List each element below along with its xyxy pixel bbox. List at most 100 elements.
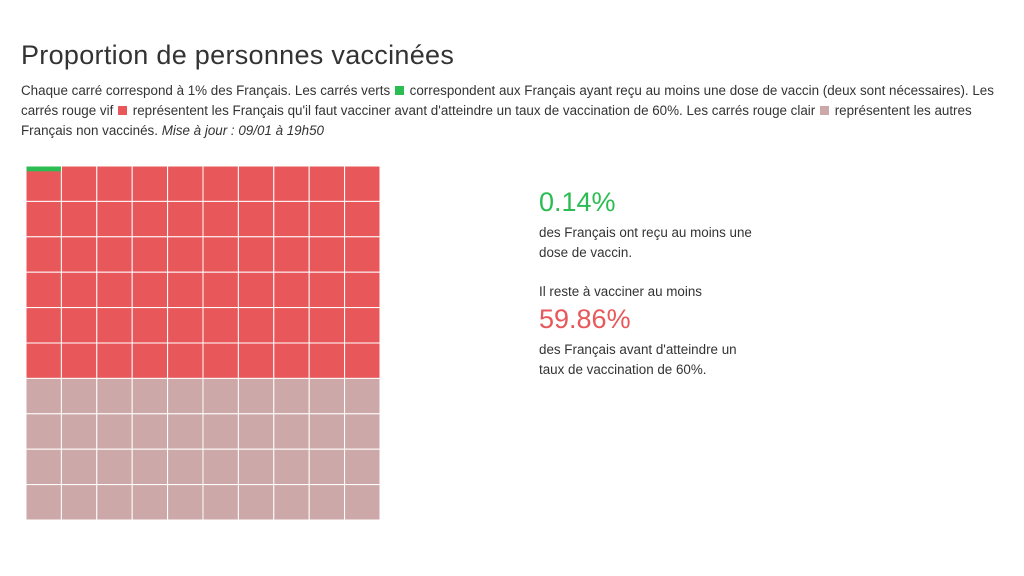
waffle-cell [308,342,346,379]
remaining-label: Il reste à vacciner au moins [539,284,702,299]
waffle-cell [344,271,380,309]
page-title: Proportion de personnes vaccinées [21,40,455,70]
waffle-cell [237,342,275,379]
waffle-cell [202,271,239,309]
waffle-cell [202,200,239,238]
waffle-cell [131,377,169,415]
waffle-cell [273,200,310,238]
waffle-cell [96,271,133,309]
waffle-cell [26,413,62,450]
waffle-cell [344,377,380,415]
waffle-cell [167,200,204,238]
description-part-4: représentent les autres Français non vac… [21,103,972,138]
vaccinated-percentage: 0.14% [539,187,616,217]
waffle-cell [308,271,346,309]
waffle-cell [202,236,239,273]
description-part-1: Chaque carré correspond à 1% des Françai… [21,83,391,98]
waffle-cell [60,200,98,238]
waffle-cell [60,236,98,273]
waffle-cell [237,200,275,238]
light-red-swatch-icon [819,106,829,115]
waffle-cell [344,413,380,450]
waffle-cell [202,307,239,344]
waffle-cell [308,413,346,450]
waffle-cell [60,307,98,344]
waffle-cell [167,413,204,450]
waffle-cell [131,307,169,344]
waffle-cell [96,377,133,415]
waffle-cell [60,413,98,450]
update-timestamp: Mise à jour : 09/01 à 19h50 [161,123,324,138]
waffle-cell [131,342,169,379]
waffle-cell [273,413,310,450]
waffle-cell [131,448,169,486]
bright-red-swatch-icon [118,106,128,115]
waffle-cell [308,484,346,520]
waffle-cell [167,377,204,415]
waffle-cell [167,448,204,486]
waffle-cell [308,236,346,273]
waffle-cell [308,307,346,344]
waffle-cell [131,271,169,309]
waffle-cell [167,271,204,309]
waffle-cell [131,413,169,450]
waffle-cell [26,484,62,520]
waffle-cell [167,342,204,379]
waffle-cell [60,484,98,520]
waffle-cell [344,307,380,344]
waffle-cell [237,448,275,486]
waffle-cell [60,377,98,415]
waffle-cell [237,271,275,309]
waffle-cell [167,236,204,273]
waffle-cell [308,448,346,486]
waffle-cell [96,236,133,273]
waffle-cell [26,377,62,415]
description-part-2: correspondent aux Français ayant reçu au… [21,83,994,118]
waffle-cell [96,484,133,520]
waffle-cell [167,484,204,520]
waffle-cell [26,271,62,309]
waffle-cell [202,484,239,520]
waffle-cell [26,342,62,379]
waffle-cell [26,307,62,344]
waffle-cell [202,413,239,450]
waffle-cell [131,236,169,273]
waffle-cell [96,307,133,344]
waffle-cell [202,166,239,202]
waffle-cell [273,166,310,202]
waffle-cell [344,166,380,202]
waffle-cell [308,377,346,415]
waffle-cell [131,200,169,238]
waffle-cell [96,166,133,202]
remaining-percentage: 59.86% [539,304,631,334]
waffle-cell [237,484,275,520]
waffle-cell [308,200,346,238]
waffle-chart [26,166,380,520]
waffle-cell [167,166,204,202]
waffle-cell [202,342,239,379]
waffle-cell [26,448,62,486]
chart-description: Chaque carré correspond à 1% des Françai… [21,81,1021,141]
waffle-cell [96,200,133,238]
waffle-cell [167,307,204,344]
waffle-cell [26,236,62,273]
waffle-vaccinated-fill [26,166,61,172]
waffle-cell [237,377,275,415]
waffle-cell [344,484,380,520]
waffle-cell [237,166,275,202]
waffle-cell [308,166,346,202]
waffle-cell [60,342,98,379]
description-part-3: représentent les Français qu'il faut vac… [132,103,816,118]
waffle-cell [237,413,275,450]
waffle-cell [131,166,169,202]
waffle-cell [96,342,133,379]
stats-panel: 0.14% des Français ont reçu au moins une… [539,185,799,380]
waffle-cell [60,448,98,486]
waffle-cell [60,271,98,309]
waffle-cell [344,342,380,379]
green-swatch-icon [394,86,404,95]
waffle-cell [96,448,133,486]
waffle-cell [344,200,380,238]
waffle-cell [60,166,98,202]
waffle-cell [273,342,310,379]
